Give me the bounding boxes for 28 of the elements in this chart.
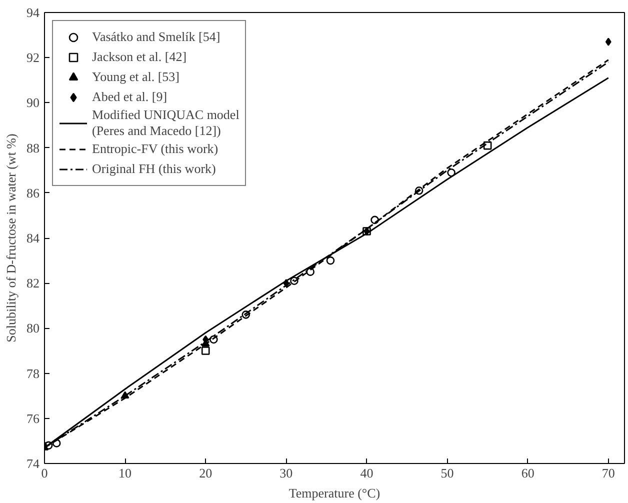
- x-tick-label: 60: [521, 466, 534, 480]
- x-tick-label: 40: [360, 466, 374, 480]
- y-tick-label: 92: [26, 50, 40, 66]
- y-tick-label: 82: [26, 276, 40, 291]
- x-tick-label: 0: [41, 466, 48, 480]
- y-axis-title: Solubility of D-fructose in water (wt %): [4, 134, 18, 342]
- y-tick-label: 88: [26, 140, 40, 156]
- x-tick-label: 70: [602, 466, 615, 480]
- legend-label: Young et al. [53]: [92, 69, 180, 85]
- y-tick-label: 76: [26, 410, 40, 426]
- y-tick-label: 74: [26, 456, 40, 471]
- legend-label: Abed et al. [9]: [92, 89, 168, 105]
- legend-label: Modified UNIQUAC model (Peres and Macedo [12]): [92, 107, 240, 139]
- y-tick-label: 78: [26, 366, 40, 381]
- x-tick-label: 50: [440, 466, 454, 480]
- y-tick-label: 84: [26, 230, 40, 246]
- x-tick-label: 30: [280, 466, 293, 480]
- y-tick-label: 80: [26, 320, 40, 336]
- legend-label: Entropic-FV (this work): [92, 141, 218, 157]
- y-tick-label: 86: [26, 185, 40, 200]
- legend-label: Original FH (this work): [92, 161, 216, 177]
- y-tick-label: 90: [26, 95, 40, 110]
- legend-label: Jackson et al. [42]: [92, 49, 187, 65]
- legend-label: Vasátko and Smelík [54]: [92, 29, 220, 45]
- x-tick-label: 20: [199, 466, 212, 480]
- x-tick-label: 10: [118, 466, 132, 480]
- x-axis-title: Temperature (°C): [288, 486, 380, 500]
- y-tick-label: 94: [26, 5, 40, 20]
